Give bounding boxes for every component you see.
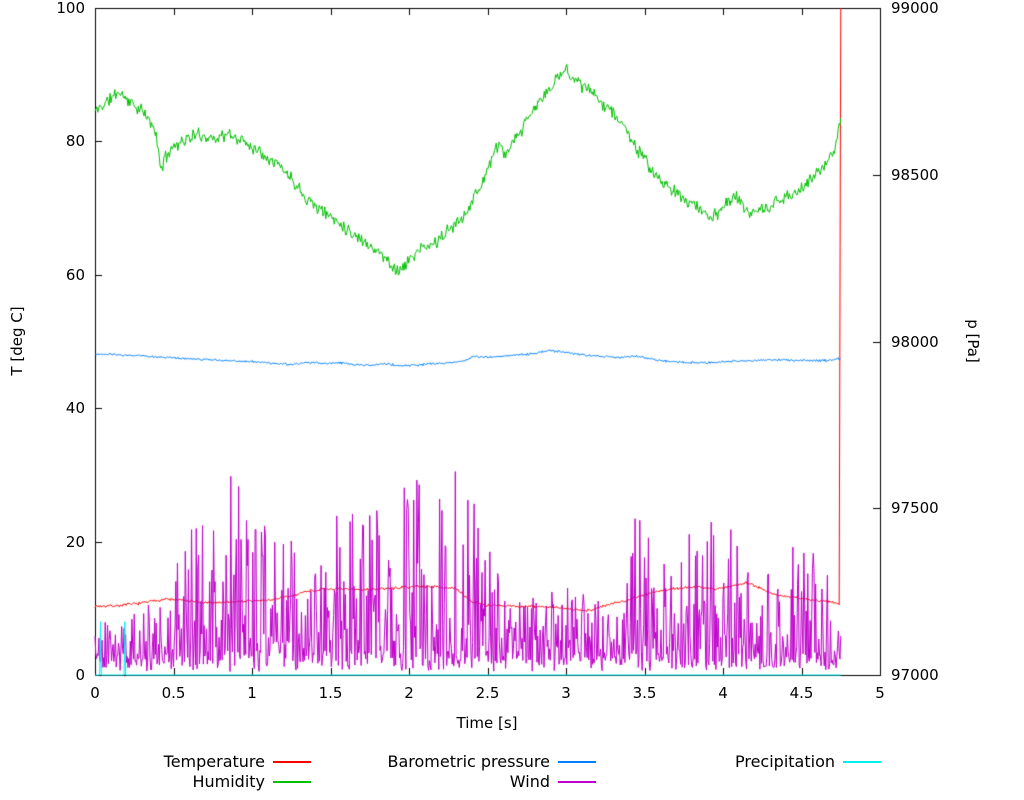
legend-swatch-wind — [558, 781, 596, 783]
x-tick-label: 0.5 — [161, 684, 186, 702]
right-axis-title: p [Pa] — [964, 319, 982, 363]
y-right-tick-label: 97500 — [891, 499, 939, 518]
legend-label-precipitation: Precipitation — [734, 752, 835, 771]
y-left-tick-label: 60 — [65, 265, 85, 284]
y-left-tick-label: 80 — [65, 132, 85, 151]
y-left-tick-label: 0 — [75, 666, 85, 684]
y-right-tick-label: 99000 — [891, 0, 939, 17]
legend-label-humidity: Humidity — [192, 772, 265, 791]
y-left-tick-label: 100 — [56, 0, 85, 17]
y-right-tick-label: 98500 — [891, 165, 939, 184]
x-axis-title: Time [s] — [456, 714, 518, 732]
legend-label-wind: Wind — [509, 772, 550, 791]
legend-label-temperature: Temperature — [163, 752, 265, 771]
x-tick-label: 2.5 — [475, 684, 500, 702]
left-axis-title: T [deg C] — [8, 306, 26, 376]
y-left-tick-label: 40 — [65, 399, 85, 418]
x-tick-label: 2 — [404, 684, 414, 702]
legend-swatch-barometric-pressure — [558, 761, 596, 763]
y-left-tick-label: 20 — [65, 532, 85, 551]
legend-swatch-temperature — [273, 761, 311, 763]
y-right-tick-label: 98000 — [891, 332, 939, 351]
legend-label-barometric-pressure: Barometric pressure — [387, 752, 550, 771]
legend-swatch-precipitation — [843, 761, 881, 763]
x-tick-label: 4 — [718, 684, 728, 702]
x-tick-label: 3.5 — [632, 684, 657, 702]
x-tick-label: 3 — [561, 684, 571, 702]
y-right-tick-label: 97000 — [891, 666, 939, 684]
legend-swatch-humidity — [273, 781, 311, 783]
x-tick-label: 4.5 — [789, 684, 814, 702]
x-tick-label: 1 — [247, 684, 257, 702]
x-tick-label: 5 — [875, 684, 885, 702]
x-tick-label: 1.5 — [318, 684, 343, 702]
x-tick-label: 0 — [90, 684, 100, 702]
